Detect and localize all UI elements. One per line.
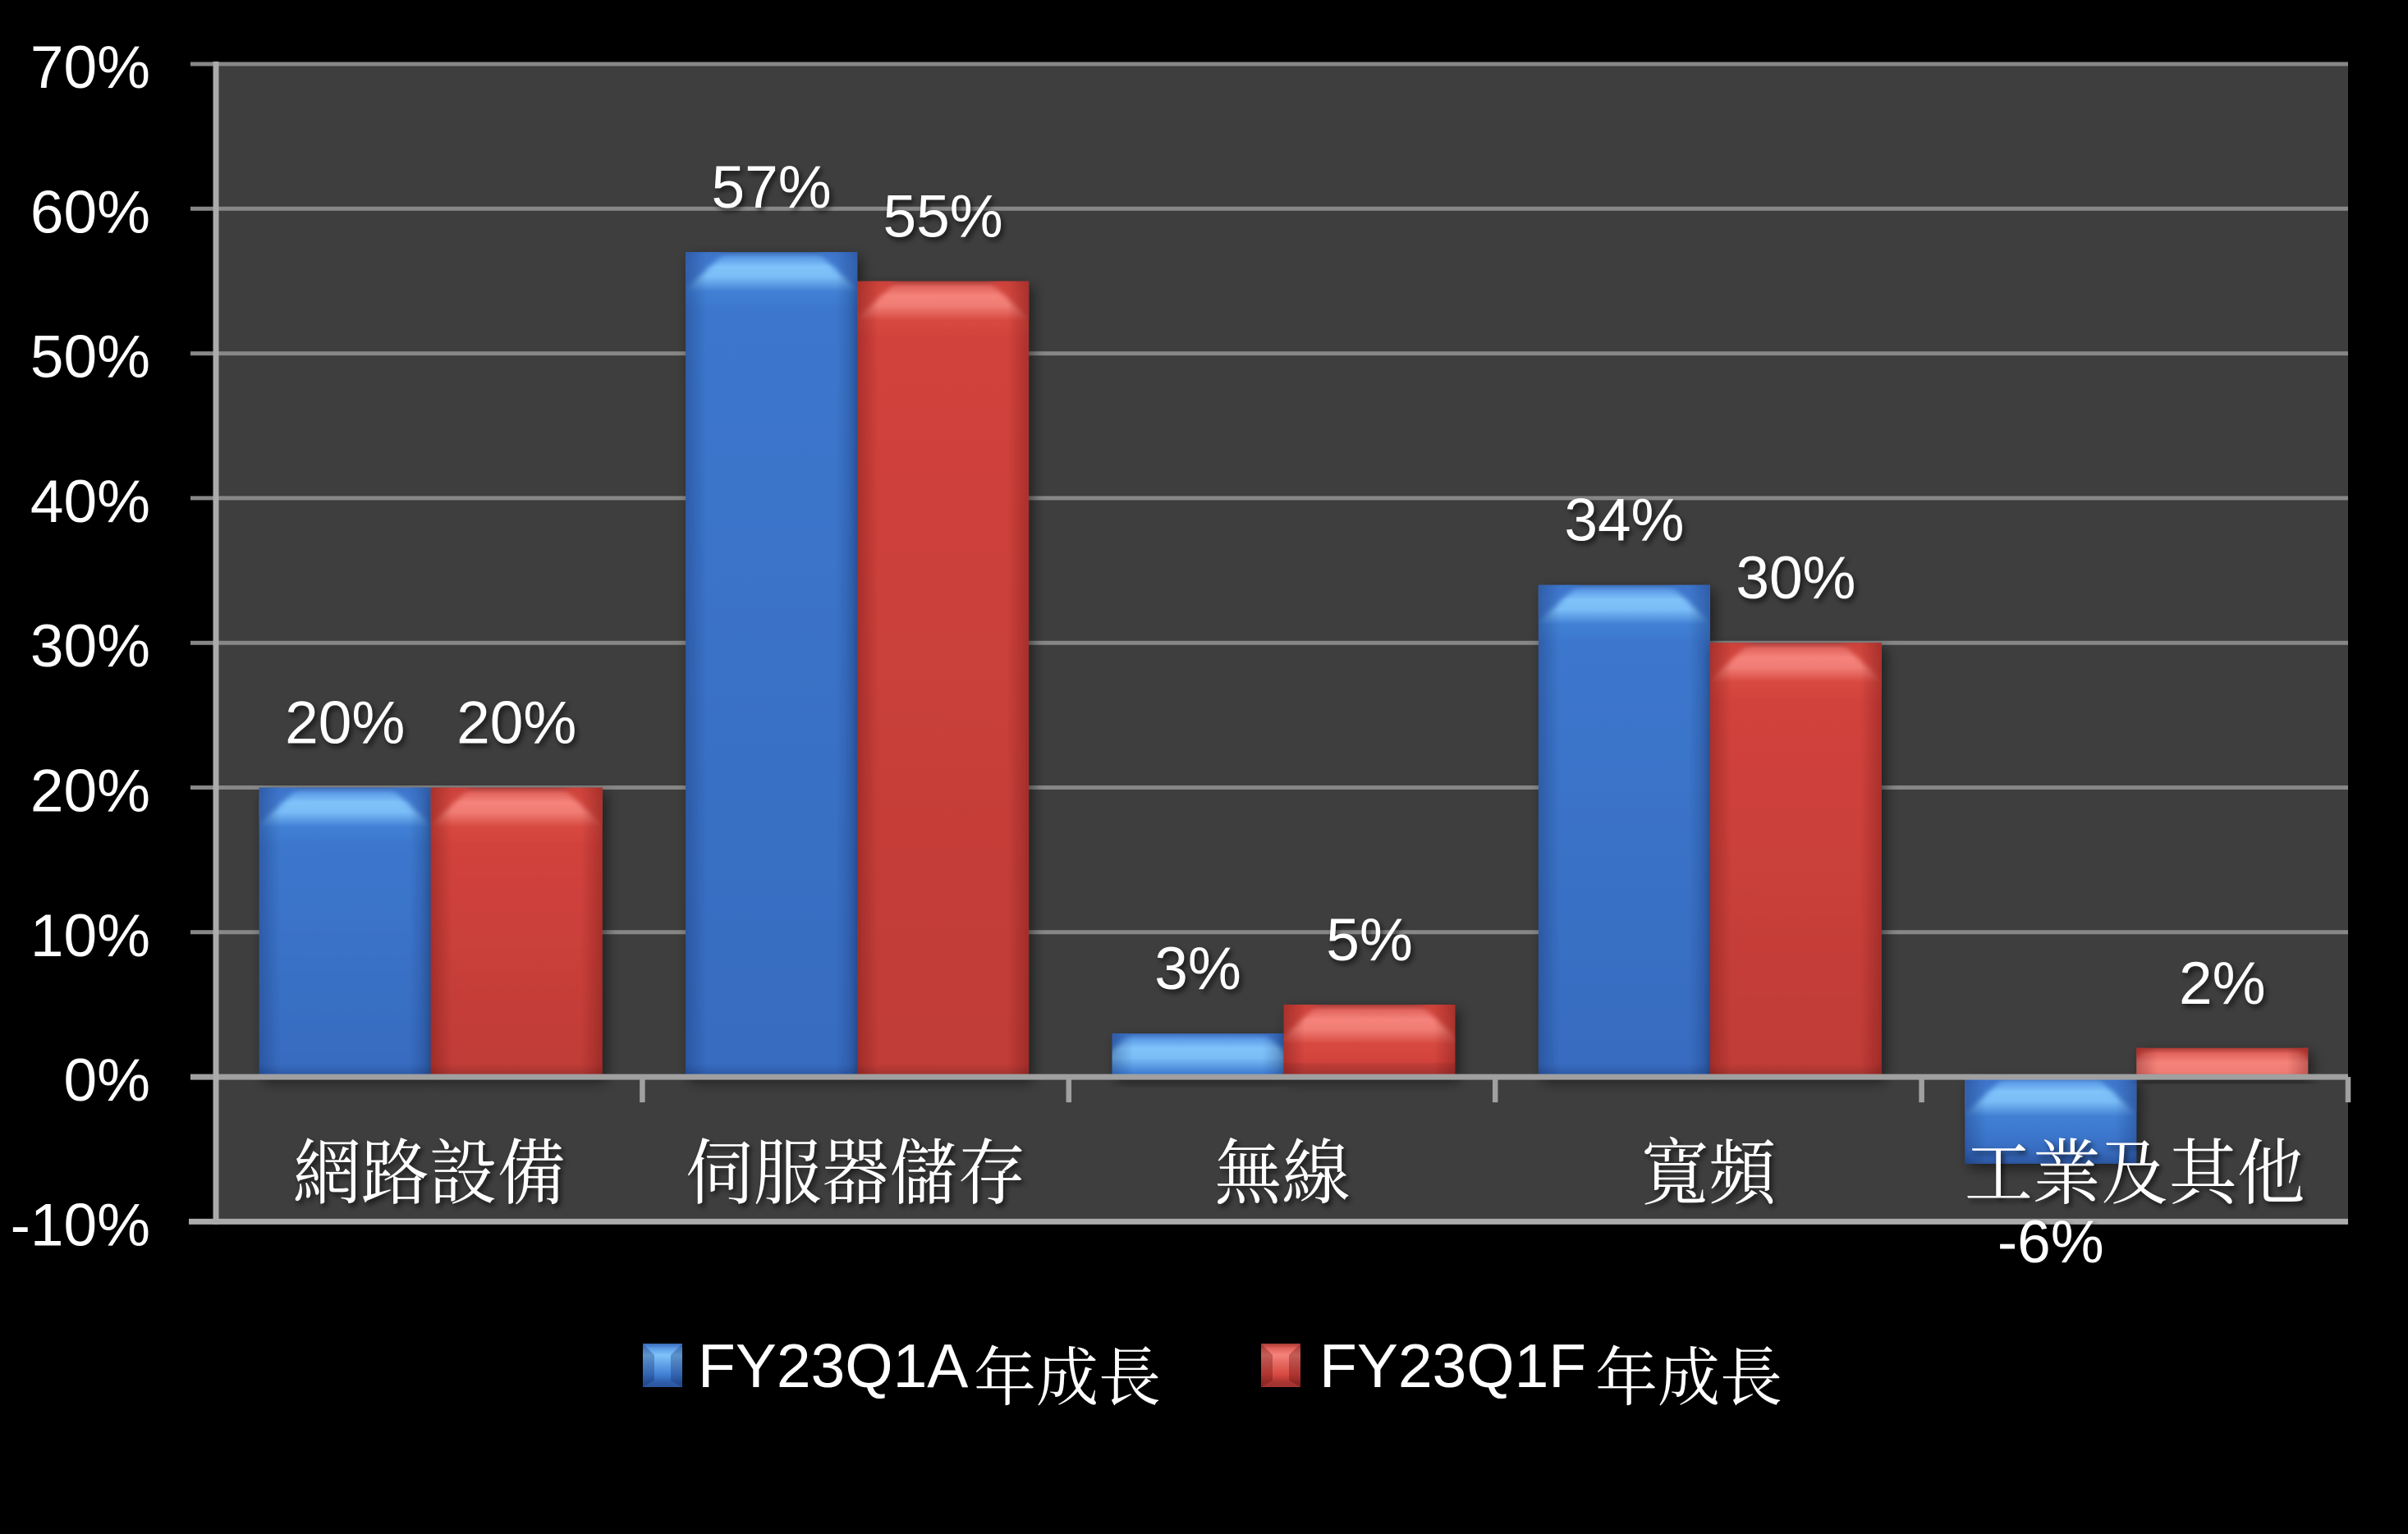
svg-text:34%: 34% bbox=[1564, 488, 1684, 554]
svg-text:70%: 70% bbox=[30, 34, 150, 101]
svg-text:30%: 30% bbox=[30, 613, 150, 680]
svg-text:FY23Q1A: FY23Q1A bbox=[698, 1331, 968, 1400]
svg-text:2%: 2% bbox=[2179, 950, 2266, 1017]
svg-text:57%: 57% bbox=[712, 154, 832, 221]
svg-text:0%: 0% bbox=[63, 1047, 150, 1114]
svg-text:50%: 50% bbox=[30, 324, 150, 391]
svg-text:55%: 55% bbox=[883, 184, 1003, 250]
svg-text:-6%: -6% bbox=[1997, 1209, 2104, 1275]
svg-text:30%: 30% bbox=[1736, 545, 1855, 611]
svg-text:FY23Q1F: FY23Q1F bbox=[1319, 1331, 1586, 1400]
svg-text:60%: 60% bbox=[30, 179, 150, 245]
svg-text:10%: 10% bbox=[30, 903, 150, 969]
svg-text:-10%: -10% bbox=[11, 1192, 150, 1258]
svg-text:20%: 20% bbox=[456, 690, 576, 757]
svg-text:40%: 40% bbox=[30, 469, 150, 535]
svg-text:20%: 20% bbox=[30, 758, 150, 825]
svg-text:5%: 5% bbox=[1326, 907, 1413, 973]
svg-text:20%: 20% bbox=[285, 690, 405, 757]
svg-text:3%: 3% bbox=[1154, 936, 1241, 1002]
